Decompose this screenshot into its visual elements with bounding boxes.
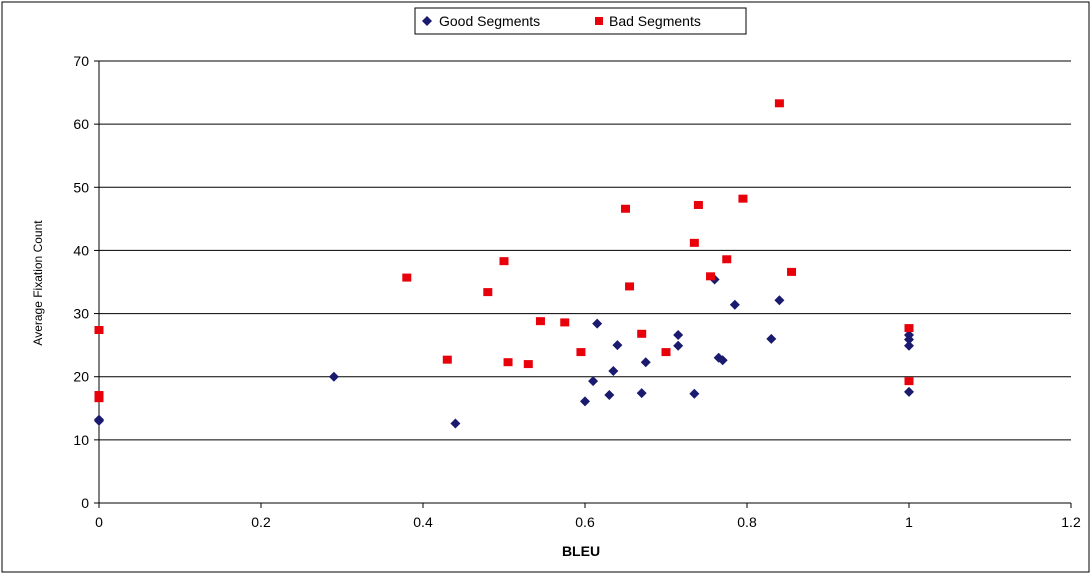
legend-good-marker <box>422 16 432 26</box>
bad-segment-point <box>442 355 452 364</box>
tick-labels: 0 10 20 30 40 50 60 70 0 0.2 0.4 0.6 0.8 1 1.2 <box>73 53 1081 530</box>
good-segment-point <box>766 333 777 344</box>
good-segment-point <box>588 376 599 387</box>
legend-bad-label: Bad Segments <box>609 13 701 29</box>
x-tick-label: 0.8 <box>737 514 757 530</box>
y-tick-label: 60 <box>73 116 89 132</box>
x-tick-label: 0.4 <box>413 514 433 530</box>
bad-segment-point <box>774 99 784 108</box>
bad-segment-point <box>738 194 748 203</box>
y-tick-label: 40 <box>73 242 89 258</box>
legend-box <box>414 7 747 35</box>
good-segment-point <box>328 371 339 382</box>
bad-segment-point <box>787 267 797 276</box>
bad-segment-point <box>576 348 586 357</box>
good-segment-point <box>636 388 647 399</box>
y-tick-label: 50 <box>73 179 89 195</box>
good-segment-point <box>450 418 461 429</box>
good-segment-point <box>612 340 623 351</box>
bad-segment-point <box>904 324 914 333</box>
bad-segment-point <box>499 257 509 266</box>
series-bad <box>94 99 914 403</box>
legend-bad-marker <box>595 17 603 25</box>
good-segment-point <box>904 340 914 351</box>
bad-segment-point <box>661 348 671 357</box>
good-segment-point <box>592 318 603 329</box>
x-tick-label: 1 <box>905 514 913 530</box>
x-tick-label: 1.2 <box>1061 514 1081 530</box>
bad-segment-point <box>625 282 635 291</box>
good-segment-point <box>774 295 785 306</box>
good-segment-point <box>689 388 700 399</box>
x-tick-label: 0.6 <box>575 514 595 530</box>
bad-segment-point <box>722 255 732 264</box>
good-segment-point <box>608 366 619 377</box>
good-segment-point <box>729 299 740 310</box>
y-tick-label: 10 <box>73 432 89 448</box>
bad-segment-point <box>904 377 914 386</box>
good-segment-point <box>904 386 914 397</box>
y-axis-title: Average Fixation Count <box>31 220 45 346</box>
y-tick-label: 20 <box>73 369 89 385</box>
y-tick-label: 30 <box>73 306 89 322</box>
good-segment-point <box>604 390 615 401</box>
bad-segment-point <box>693 200 703 209</box>
bad-segment-point <box>535 317 545 326</box>
bad-segment-point <box>402 273 412 282</box>
bad-segment-point <box>621 204 630 213</box>
x-axis-title: BLEU <box>562 543 600 559</box>
y-tick-label: 70 <box>73 53 89 69</box>
grid-lines <box>99 60 1071 441</box>
data-points <box>94 99 914 429</box>
y-tick-label: 0 <box>81 495 89 511</box>
good-segment-point <box>580 396 590 407</box>
bad-segment-point <box>94 394 104 403</box>
bad-segment-point <box>637 329 647 338</box>
bad-segment-point <box>560 318 570 327</box>
bad-segment-point <box>706 272 716 281</box>
x-tick-label: 0.2 <box>251 514 271 530</box>
good-segment-point <box>717 355 728 366</box>
good-segment-point <box>673 330 684 341</box>
bad-segment-point <box>689 238 699 247</box>
bad-segment-point <box>483 288 493 297</box>
bad-segment-point <box>94 325 104 334</box>
good-segment-point <box>673 340 684 351</box>
bad-segment-point <box>503 358 513 367</box>
good-segment-point <box>904 334 914 345</box>
x-tick-label: 0 <box>95 514 103 530</box>
bad-segment-point <box>523 360 533 369</box>
good-segment-point <box>94 415 104 426</box>
legend-good-label: Good Segments <box>439 13 540 29</box>
good-segment-point <box>640 357 651 368</box>
legend: Good Segments Bad Segments <box>414 7 747 35</box>
